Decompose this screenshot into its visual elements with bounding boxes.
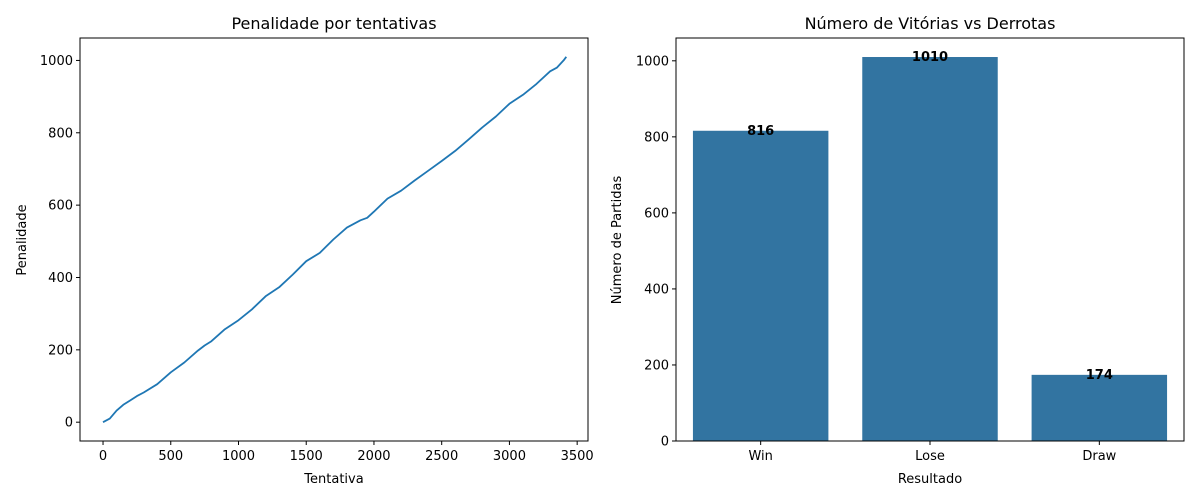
line-chart-frame: [79, 37, 589, 442]
y-tick-label: 200: [48, 343, 73, 358]
y-tick-label: 1000: [636, 54, 669, 69]
x-tick-label: 1000: [222, 449, 255, 464]
y-tick-label: 800: [48, 126, 73, 141]
bar-lose: [862, 57, 998, 442]
x-tick-label: Lose: [915, 449, 945, 464]
x-tick-label: 2500: [425, 449, 458, 464]
line-chart-xlabel: Tentativa: [303, 472, 363, 487]
y-tick-label: 600: [48, 199, 73, 214]
y-tick-label: 800: [644, 130, 669, 145]
y-tick-label: 400: [644, 282, 669, 297]
line-chart: Penalidade por tentativas 0 500 1000 1500 20…: [15, 14, 594, 487]
line-plot-area: 0 500 1000 1500 2000 2500 3000 3500 0 200 400 600 80…: [40, 54, 594, 464]
y-tick-label: 0: [65, 416, 73, 431]
x-tick-label: 500: [158, 449, 183, 464]
y-tick-label: 1000: [40, 54, 73, 69]
y-tick-label: 0: [661, 435, 669, 450]
y-tick-label: 600: [644, 206, 669, 221]
x-tick-label: 1500: [290, 449, 323, 464]
bar-value-label: 1010: [912, 50, 948, 65]
x-tick-label: Draw: [1082, 449, 1116, 464]
x-tick-label: 3500: [561, 449, 594, 464]
bar-value-label: 816: [747, 124, 774, 139]
bar-chart-xlabel: Resultado: [898, 472, 962, 487]
x-tick-label: 0: [99, 449, 107, 464]
bar-win: [692, 130, 829, 441]
bar-draw: [1031, 374, 1168, 441]
y-tick-label: 200: [644, 358, 669, 373]
bar-chart: Número de Vitórias vs Derrotas 0 200 400 60…: [610, 14, 1185, 487]
x-tick-label: Win: [748, 449, 772, 464]
bar-chart-ylabel: Número de Partidas: [610, 176, 625, 305]
penalty-line: [102, 56, 568, 423]
bar-chart-title: Número de Vitórias vs Derrotas: [805, 14, 1056, 33]
line-chart-title: Penalidade por tentativas: [231, 14, 436, 33]
x-tick-label: 3000: [493, 449, 526, 464]
x-tick-label: 2000: [357, 449, 390, 464]
bar-plot-area: 0 200 400 600 800 1000 Win 816 Lose 1010 Draw 174: [636, 50, 1168, 464]
bar-chart-frame: [675, 37, 1185, 442]
bar-value-label: 174: [1086, 368, 1113, 383]
y-tick-label: 400: [48, 271, 73, 286]
line-chart-ylabel: Penalidade: [15, 204, 30, 275]
